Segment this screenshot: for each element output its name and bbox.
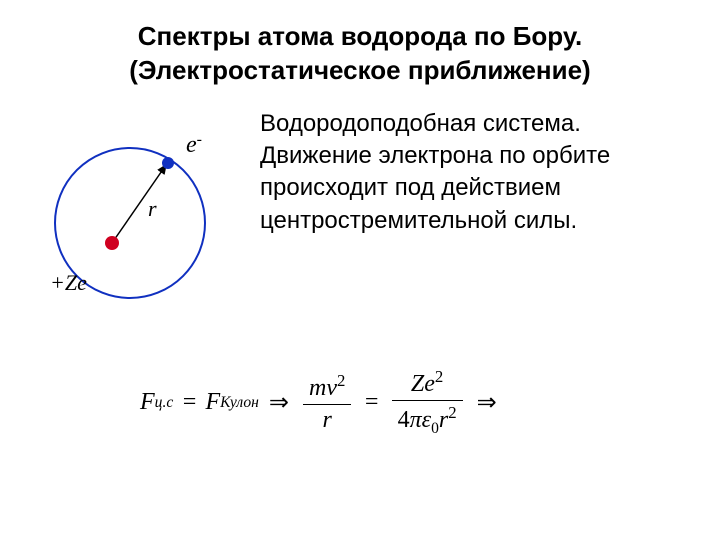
radius-line	[112, 165, 166, 243]
num-ze2: Ze2	[405, 365, 449, 400]
diagram-svg: e- r +Ze	[0, 108, 260, 328]
formula-block: Fц.с = FКулон ⇒ mv2 r = Ze2 4πε0r2 ⇒	[140, 368, 720, 438]
frac-ze2: Ze2 4πε0r2	[392, 365, 463, 440]
F-1: F	[140, 389, 155, 416]
title-line2: (Электростатическое приближение)	[0, 54, 720, 88]
slide-title: Спектры атома водорода по Бору. (Электро…	[0, 0, 720, 88]
electron-label: e-	[186, 131, 202, 158]
F-2: F	[206, 389, 221, 416]
sub-cs: ц.с	[155, 394, 174, 412]
den-4pie0r2: 4πε0r2	[392, 401, 463, 440]
nucleus-label: +Ze	[50, 270, 87, 295]
title-line1: Спектры атома водорода по Бору.	[0, 20, 720, 54]
eq-1: =	[181, 389, 197, 416]
arrow-1: ⇒	[269, 388, 289, 417]
radius-label: r	[148, 196, 157, 221]
eq-2: =	[363, 389, 379, 416]
electron-dot	[162, 157, 174, 169]
num-mv2: mv2	[303, 369, 351, 404]
sub-coulomb: Кулон	[220, 394, 259, 412]
atom-diagram: e- r +Ze	[0, 108, 260, 328]
frac-mv2-r: mv2 r	[303, 369, 351, 436]
description-text: Водородоподобная система. Движение элект…	[260, 108, 720, 328]
arrow-2: ⇒	[477, 388, 497, 417]
den-r: r	[317, 405, 338, 436]
content-row: e- r +Ze Водородоподобная система. Движе…	[0, 108, 720, 328]
nucleus-dot	[105, 236, 119, 250]
